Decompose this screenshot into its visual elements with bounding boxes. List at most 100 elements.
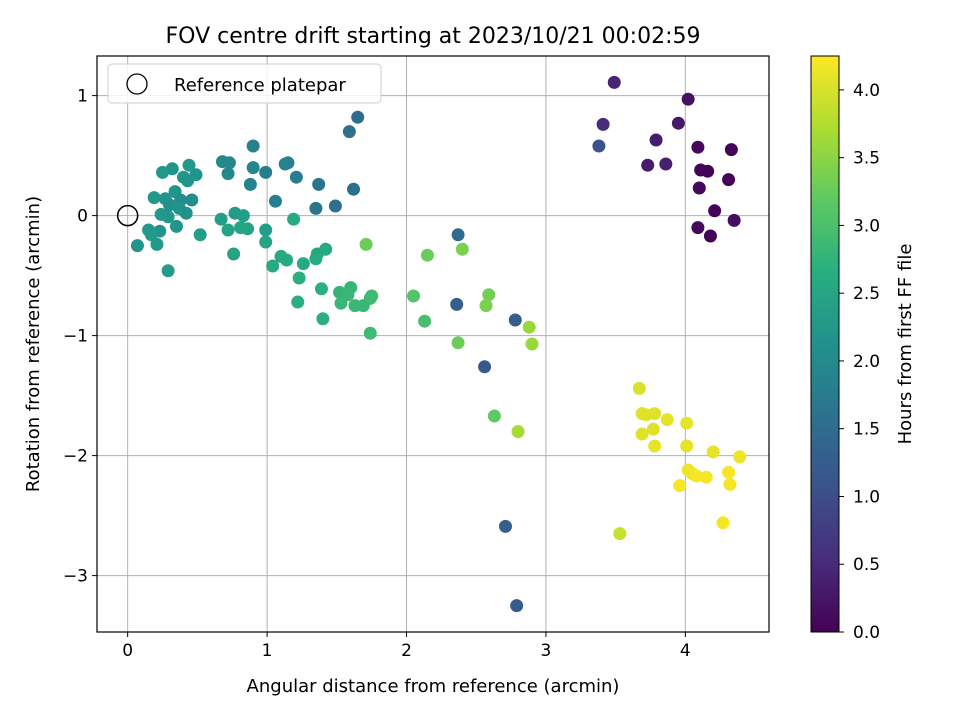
data-point [508, 313, 522, 327]
data-point [319, 242, 333, 256]
data-point [708, 204, 722, 218]
data-point [266, 259, 280, 273]
data-point [169, 219, 183, 233]
data-point [130, 239, 144, 253]
colorbar-tick-label: 2.0 [853, 352, 880, 372]
data-point [314, 282, 328, 296]
x-axis-ticks: 0 1 2 3 4 [122, 632, 691, 661]
data-point [699, 470, 713, 484]
data-point [334, 296, 348, 310]
legend: Reference platepar [107, 63, 382, 104]
data-point [450, 297, 464, 311]
colorbar-ticks: 0.0 0.5 1.0 1.5 2.0 2.5 3.0 3.5 4.0 [839, 81, 880, 643]
data-point [156, 165, 170, 179]
data-point [287, 212, 301, 226]
data-point [635, 427, 649, 441]
colorbar-tick-label: 0.5 [853, 555, 880, 575]
colorbar-label: Hours from first FF file [895, 244, 916, 445]
data-point [351, 110, 365, 124]
data-point [701, 164, 715, 178]
legend-box [107, 63, 382, 104]
data-point [641, 158, 655, 172]
data-point [525, 337, 539, 351]
data-point [733, 450, 747, 464]
data-point [632, 381, 646, 395]
data-point [418, 314, 432, 328]
data-point [150, 237, 164, 251]
data-point [659, 157, 673, 171]
data-point [703, 229, 717, 243]
data-point [451, 228, 465, 242]
data-point [347, 182, 361, 196]
data-point [312, 177, 326, 191]
y-tick-label: 1 [77, 87, 88, 107]
colorbar-tick-label: 1.0 [853, 487, 880, 507]
colorbar-tick-label: 1.5 [853, 420, 880, 440]
data-point [716, 516, 730, 530]
data-point [259, 235, 273, 249]
data-point [309, 201, 323, 215]
data-point [673, 479, 687, 493]
data-point [144, 228, 158, 242]
data-point [727, 213, 741, 227]
colorbar-tick-label: 4.0 [853, 81, 880, 101]
data-point [649, 133, 663, 147]
data-point [487, 409, 501, 423]
data-point [691, 140, 705, 154]
x-axis-label: Angular distance from reference (arcmin) [247, 676, 620, 697]
data-point [420, 248, 434, 262]
x-tick-label: 0 [122, 641, 133, 661]
data-point [296, 257, 310, 271]
y-tick-label: −2 [63, 447, 88, 467]
legend-entry-label: Reference platepar [174, 75, 346, 96]
colorbar-gradient [810, 55, 840, 633]
data-point [309, 252, 323, 266]
data-point [246, 139, 260, 153]
data-point [356, 299, 370, 313]
data-point [185, 193, 199, 207]
data-point [681, 92, 695, 106]
data-point [292, 271, 306, 285]
data-point [289, 170, 303, 184]
data-point [243, 177, 257, 191]
data-point [607, 75, 621, 89]
data-point [660, 413, 674, 427]
data-point [680, 416, 694, 430]
y-axis-ticks: 1 0 −1 −2 −3 [63, 87, 97, 587]
colorbar: 0.0 0.5 1.0 1.5 2.0 2.5 3.0 3.5 4.0 Hours from f… [810, 55, 916, 643]
data-point [406, 289, 420, 303]
data-point [182, 158, 196, 172]
data-point [165, 162, 179, 176]
data-point [221, 167, 235, 181]
data-point [596, 117, 610, 131]
data-point [221, 223, 235, 237]
data-point [692, 181, 706, 195]
data-point [722, 173, 736, 187]
data-point [193, 228, 207, 242]
chart-title: FOV centre drift starting at 2023/10/21 … [166, 24, 701, 49]
data-point [510, 599, 524, 613]
data-point [222, 156, 236, 170]
data-point [161, 264, 175, 278]
data-point [613, 527, 627, 541]
data-point [162, 198, 176, 212]
data-point [722, 465, 736, 479]
data-point [482, 288, 496, 302]
data-point [478, 360, 492, 374]
data-point [724, 143, 738, 157]
data-point [680, 439, 694, 453]
data-point [723, 477, 737, 491]
y-tick-label: 0 [77, 207, 88, 227]
x-tick-label: 4 [680, 641, 691, 661]
data-point [359, 237, 373, 251]
data-point [214, 212, 228, 226]
data-point [522, 320, 536, 334]
x-tick-label: 3 [541, 641, 552, 661]
data-point [291, 295, 305, 309]
data-point [648, 407, 662, 421]
data-point [690, 469, 704, 483]
data-point [316, 312, 330, 326]
x-tick-label: 1 [262, 641, 273, 661]
reference-platepar-marker [116, 204, 139, 227]
data-point [363, 326, 377, 340]
